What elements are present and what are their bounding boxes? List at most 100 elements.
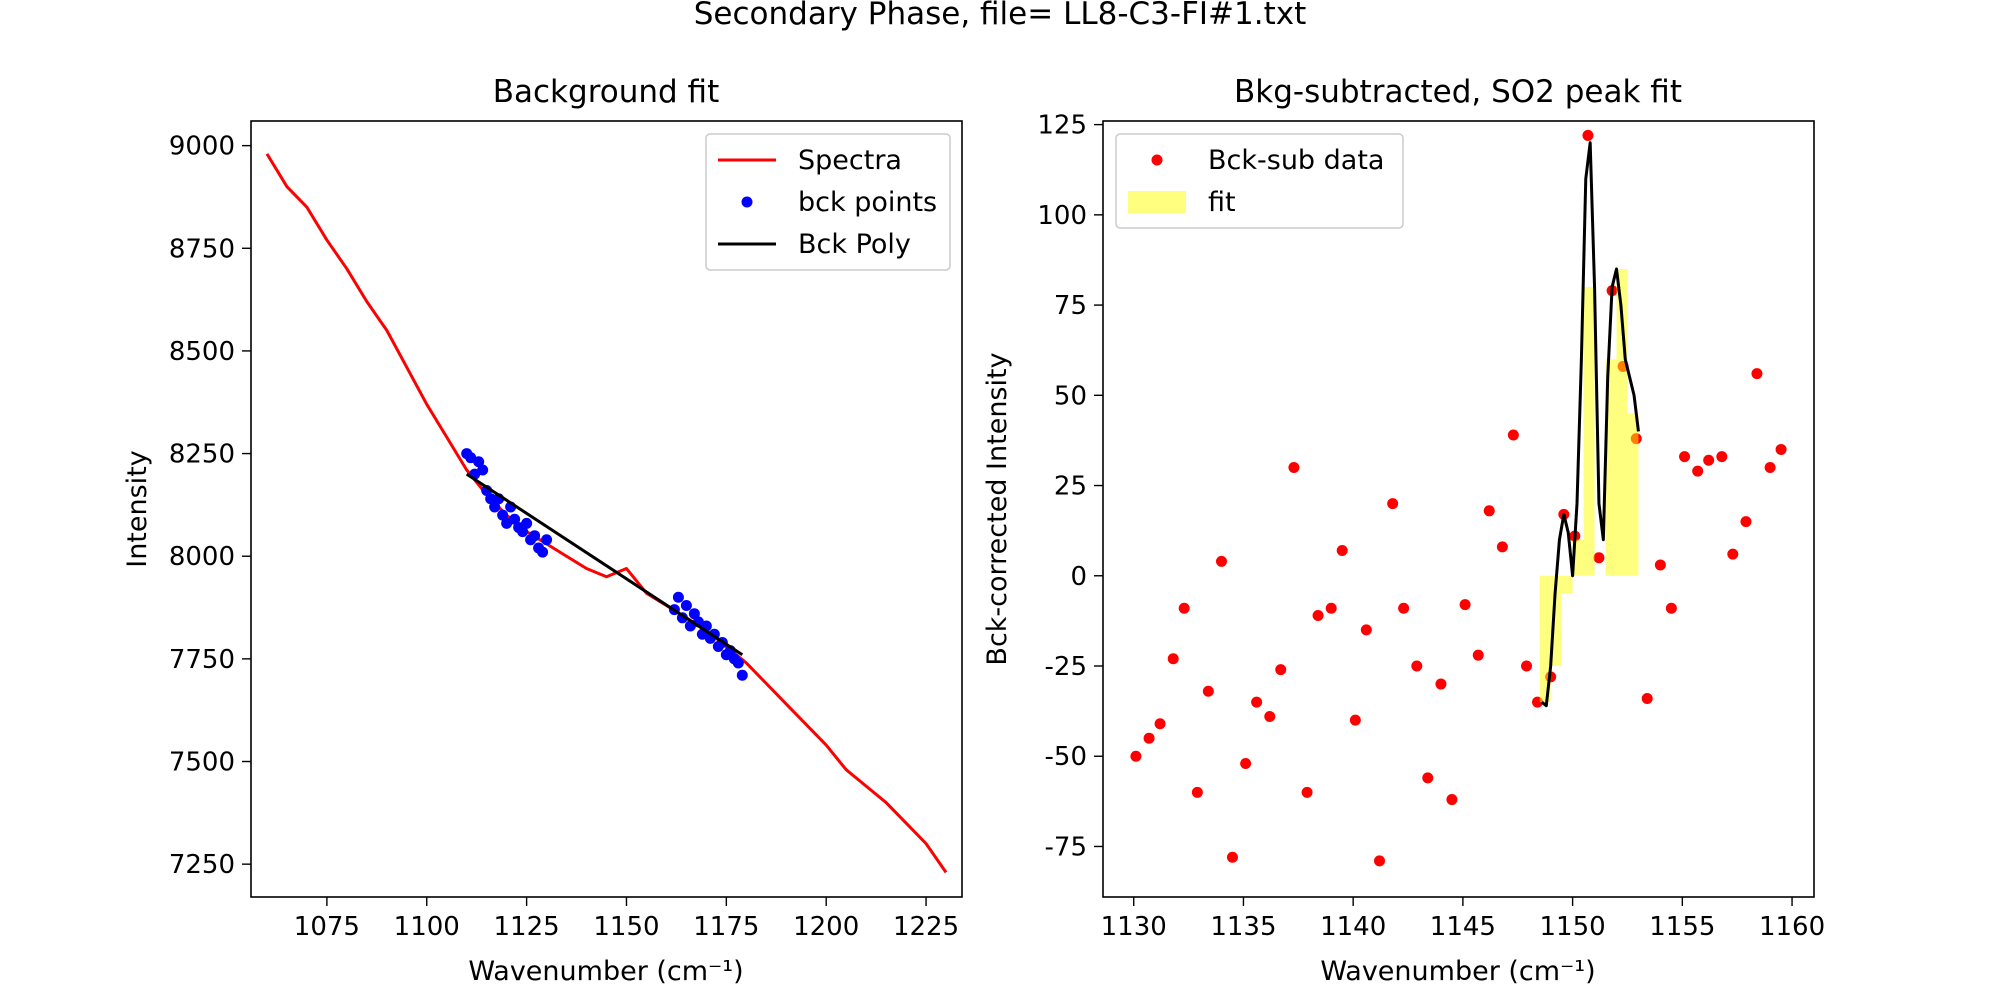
data-point (473, 456, 485, 468)
legend-marker-swatch (741, 196, 753, 208)
data-point (1740, 516, 1752, 528)
x-tick-label: 1100 (394, 912, 460, 942)
plot-frame (1102, 120, 1815, 898)
x-tick-label: 1135 (1210, 912, 1276, 942)
data-point (477, 464, 489, 476)
data-point (1727, 548, 1739, 560)
data-point (1154, 718, 1166, 730)
y-tick-label: 7750 (169, 645, 235, 675)
data-point (1264, 711, 1276, 723)
data-point (1716, 451, 1728, 463)
data-point (1593, 552, 1605, 564)
y-tick-label: -25 (1045, 652, 1087, 682)
data-point (672, 591, 684, 603)
data-point (1143, 732, 1155, 744)
data-point (732, 657, 744, 669)
y-tick-label: 125 (1037, 111, 1087, 141)
data-point (1191, 786, 1203, 798)
x-tick-label: 1125 (494, 912, 560, 942)
y-tick-label: 0 (1070, 562, 1087, 592)
legend-area-swatch (1128, 191, 1186, 213)
data-point (517, 526, 529, 538)
y-axis-label: Bck-corrected Intensity (982, 352, 1013, 665)
data-point (1312, 609, 1324, 621)
legend-label: Spectra (798, 145, 902, 176)
data-point (489, 501, 501, 513)
peak-fit-panel: Bkg-subtracted, SO2 peak fit 1130 1135 114… (982, 74, 1825, 987)
data-point (1775, 443, 1787, 455)
data-point (1325, 602, 1337, 614)
data-point (1496, 541, 1508, 553)
data-point (1349, 714, 1361, 726)
data-point (1472, 649, 1484, 661)
x-tick-label: 1130 (1101, 912, 1167, 942)
data-point (1202, 685, 1214, 697)
data-point (1178, 602, 1190, 614)
data-point (1336, 545, 1348, 557)
background-fit-panel: Background fit 1075 1100 1125 1150 1175 1200 1… (122, 74, 963, 987)
data-point (1764, 461, 1776, 473)
data-point (736, 669, 748, 681)
x-tick-label: 1150 (593, 912, 659, 942)
y-tick-label: 75 (1054, 291, 1087, 321)
data-point (680, 599, 692, 611)
data-point (1459, 599, 1471, 611)
data-point (1398, 602, 1410, 614)
data-point (1641, 692, 1653, 704)
data-point (529, 530, 541, 542)
data-point (1422, 772, 1434, 784)
data-point (1665, 602, 1677, 614)
y-axis-label: Intensity (122, 450, 153, 568)
y-tick-label: 100 (1037, 201, 1087, 231)
x-tick-label: 1075 (294, 912, 360, 942)
data-point (1654, 559, 1666, 571)
y-tick-label: -75 (1045, 832, 1087, 862)
bck-poly-series (465, 472, 744, 657)
legend-box (705, 133, 951, 271)
data-point (537, 546, 549, 558)
figure-suptitle: Secondary Phase, file= LL8-C3-FI#1.txt (694, 0, 1307, 32)
panel-title: Bkg-subtracted, SO2 peak fit (1234, 74, 1682, 110)
y-tick-label: 7250 (169, 850, 235, 880)
data-point (1251, 696, 1263, 708)
fit-series (1539, 268, 1639, 703)
x-tick-label: 1150 (1540, 912, 1606, 942)
x-tick-label: 1160 (1759, 912, 1825, 942)
y-tick-label: 8500 (169, 337, 235, 367)
legend-label: bck points (798, 187, 937, 218)
data-point (1507, 429, 1519, 441)
legend-box (1115, 133, 1404, 229)
x-tick-label: 1140 (1320, 912, 1386, 942)
data-point (1288, 461, 1300, 473)
data-point (688, 608, 700, 620)
data-point (485, 493, 497, 505)
x-tick-label: 1200 (793, 912, 859, 942)
data-point (1360, 624, 1372, 636)
bck-sub-data-series (1130, 129, 1787, 867)
x-tick-label: 1225 (893, 912, 959, 942)
data-point (1679, 451, 1691, 463)
data-point (1703, 454, 1715, 466)
y-tick-label: 8750 (169, 234, 235, 264)
data-point (1692, 465, 1704, 477)
spectra-series (265, 153, 948, 874)
x-axis-label: Wavenumber (cm⁻¹) (1320, 956, 1595, 987)
data-point (1582, 129, 1594, 141)
data-point (1387, 498, 1399, 510)
data-point (509, 513, 521, 525)
data-point (1435, 678, 1447, 690)
y-tick-label: 9000 (169, 132, 235, 162)
y-tick-label: 7500 (169, 748, 235, 778)
data-point (541, 534, 553, 546)
x-tick-label: 1145 (1430, 912, 1496, 942)
data-point (1411, 660, 1423, 672)
data-point (521, 517, 533, 529)
y-tick-label: 8000 (169, 542, 235, 572)
y-tick-label: 25 (1054, 472, 1087, 502)
y-tick-label: 50 (1054, 381, 1087, 411)
data-point (1226, 851, 1238, 863)
data-point (1446, 794, 1458, 806)
x-tick-label: 1175 (693, 912, 759, 942)
data-point (1751, 368, 1763, 380)
